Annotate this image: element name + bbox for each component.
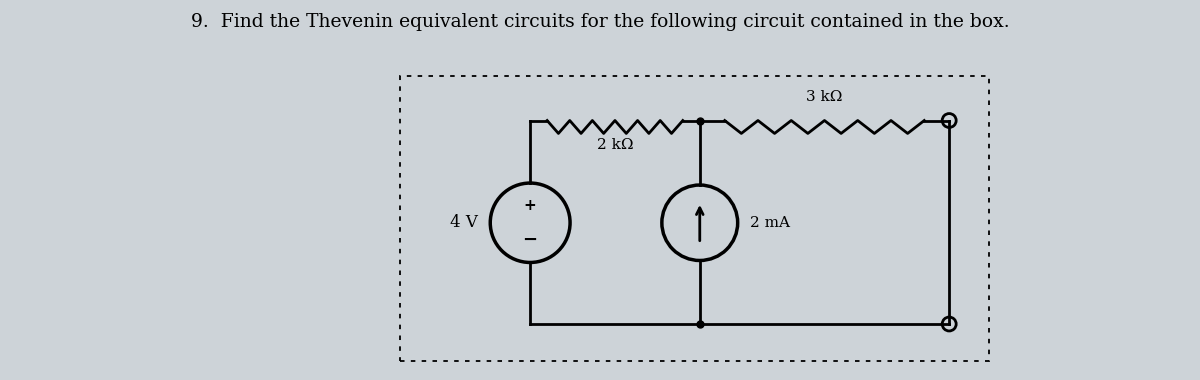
Text: 2 kΩ: 2 kΩ: [596, 138, 634, 152]
Text: +: +: [523, 198, 536, 214]
Text: 4 V: 4 V: [450, 214, 479, 231]
Text: −: −: [522, 231, 538, 249]
Text: 2 mA: 2 mA: [750, 216, 790, 230]
Text: 9.  Find the Thevenin equivalent circuits for the following circuit contained in: 9. Find the Thevenin equivalent circuits…: [191, 13, 1009, 31]
Text: 3 kΩ: 3 kΩ: [806, 90, 842, 104]
